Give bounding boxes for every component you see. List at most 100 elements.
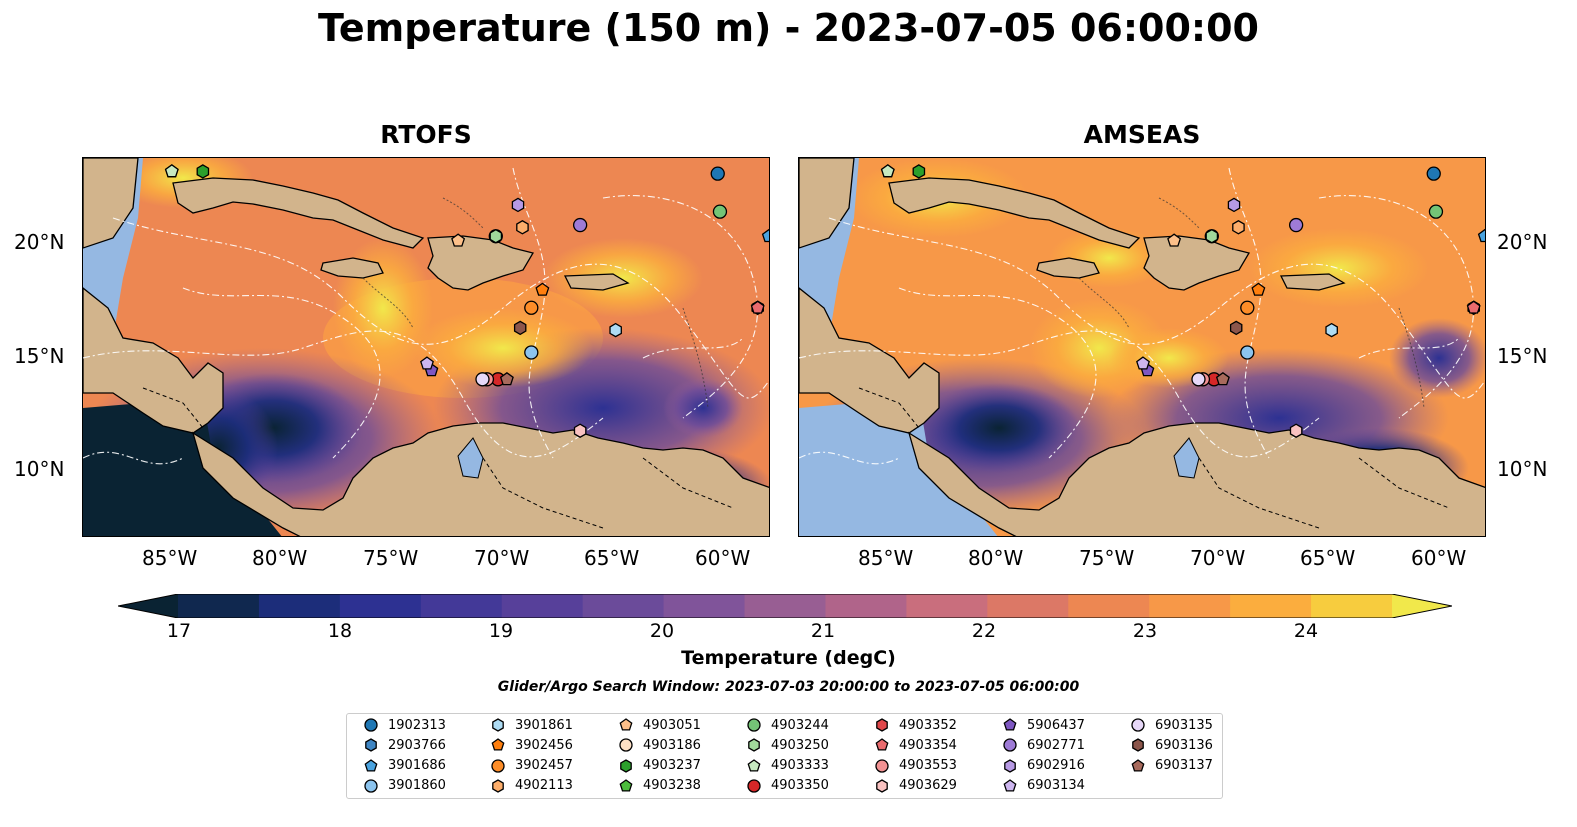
lat-tick-left-20: 20°N: [14, 230, 65, 254]
legend-label: 3901861: [515, 717, 573, 733]
legend-label: 4903244: [771, 717, 829, 733]
legend-item-4903350: 4903350: [746, 776, 829, 796]
colorbar-segment: [178, 594, 260, 618]
lat-tick-right-15: 15°N: [1497, 344, 1548, 368]
legend-label: 4903237: [643, 758, 701, 774]
observation-marker-6903134: [420, 356, 434, 370]
colorbar-tick-19: 19: [488, 620, 514, 642]
legend-label: 3901860: [388, 778, 446, 794]
observation-marker-3901860: [524, 345, 539, 360]
legend-marker-hexagon: [876, 718, 888, 732]
lon-tick-p1-80: 80°W: [252, 546, 308, 570]
observation-marker-6902916: [511, 197, 525, 213]
observation-marker-6903137: [499, 371, 514, 386]
legend-label: 5906437: [1027, 717, 1085, 733]
legend-marker-pentagon: [1003, 779, 1017, 792]
legend-item-4903237: 4903237: [618, 756, 701, 776]
legend-marker-pentagon: [491, 738, 505, 751]
legend-marker-pentagon: [1003, 718, 1017, 731]
legend-item-4903354: 4903354: [874, 735, 957, 755]
observation-marker-6902916: [1227, 197, 1241, 213]
colorbar-tick-21: 21: [810, 620, 836, 642]
legend-marker-circle: [1131, 718, 1145, 732]
observation-marker-3902457: [1240, 300, 1255, 315]
observation-marker-4903354: [750, 300, 765, 314]
observation-marker-4903629: [573, 423, 587, 438]
legend-label: 4903352: [899, 717, 957, 733]
lat-tick-left-15: 15°N: [14, 344, 65, 368]
colorbar-tick-20: 20: [649, 620, 675, 642]
legend-marker-circle: [364, 779, 378, 793]
legend-item-6903137: 6903137: [1130, 756, 1213, 776]
colorbar-extend-max: [1392, 594, 1452, 618]
colorbar-segment: [339, 594, 422, 618]
legend-item-3902457: 3902457: [490, 756, 573, 776]
legend-label: 4903333: [771, 758, 829, 774]
colorbar-segment: [744, 594, 826, 618]
observation-marker-6903137: [1215, 371, 1230, 386]
map-panel-rtofs[interactable]: [82, 157, 770, 537]
legend-marker-hexagon: [876, 779, 888, 793]
observation-marker-4903250: [1205, 228, 1219, 244]
observation-marker-1902313: [710, 166, 725, 181]
legend-label: 4903350: [771, 778, 829, 794]
legend-marker-pentagon: [364, 758, 378, 772]
colorbar: [118, 594, 1452, 618]
legend-item-4903352: 4903352: [874, 715, 957, 735]
observation-marker-4903244: [712, 204, 728, 219]
legend-item-3901861: 3901861: [490, 715, 573, 735]
legend-marker-circle: [491, 758, 505, 773]
legend-marker-pentagon: [1131, 758, 1145, 772]
colorbar-tick-17: 17: [166, 620, 192, 642]
colorbar-segment: [420, 594, 503, 618]
legend-label: 3902457: [515, 758, 573, 774]
legend-item-6903135: 6903135: [1130, 715, 1213, 735]
legend-label: 4903553: [899, 758, 957, 774]
observation-marker-6903136: [513, 320, 527, 336]
observation-marker-4903629: [1289, 423, 1303, 438]
legend-marker-hexagon: [1004, 758, 1016, 773]
legend-item-4903333: 4903333: [746, 756, 829, 776]
observation-marker-3901861: [609, 322, 622, 338]
legend-label: 4903250: [771, 737, 829, 753]
observation-marker-3901686: [1477, 228, 1485, 243]
legend-marker-circle: [619, 738, 633, 752]
legend-item-3901860: 3901860: [363, 776, 446, 796]
lon-tick-p1-65: 65°W: [584, 546, 640, 570]
legend-item-1902313: 1902313: [363, 715, 446, 735]
observation-marker-6903136: [1229, 320, 1243, 336]
legend-item-3901686: 3901686: [363, 756, 446, 776]
observation-marker-3901860: [1240, 345, 1255, 360]
observation-marker-4903244: [1428, 204, 1444, 219]
observation-marker-4903237: [196, 164, 210, 179]
observation-markers-amseas: [880, 164, 1485, 438]
legend-label: 3902456: [515, 737, 573, 753]
observation-marker-4902113: [1232, 220, 1245, 235]
legend-marker-hexagon: [620, 758, 632, 773]
legend-label: 6903136: [1155, 737, 1213, 753]
lat-tick-right-10: 10°N: [1497, 457, 1548, 481]
legend-item-4902113: 4902113: [490, 776, 573, 796]
legend-marker-hexagon: [365, 738, 377, 753]
observation-markers-rtofs: [164, 164, 769, 438]
lat-tick-right-20: 20°N: [1497, 230, 1548, 254]
observation-marker-1902313: [1426, 166, 1441, 181]
legend-marker-circle: [364, 718, 378, 732]
legend-label: 6903134: [1027, 778, 1085, 794]
colorbar-segment: [987, 594, 1069, 618]
legend-marker-circle: [875, 758, 889, 773]
legend-item-6902916: 6902916: [1002, 756, 1085, 776]
colorbar-segment: [906, 594, 988, 618]
legend-label: 6903137: [1155, 758, 1213, 774]
legend-marker-pentagon: [875, 738, 889, 751]
map-panel-amseas[interactable]: [798, 157, 1486, 537]
legend-label: 4902113: [515, 778, 573, 794]
legend-item-4903250: 4903250: [746, 735, 829, 755]
colorbar-tick-23: 23: [1132, 620, 1158, 642]
observation-marker-4902113: [516, 220, 529, 235]
lon-tick-p2-70: 70°W: [1190, 546, 1246, 570]
lon-tick-p1-70: 70°W: [474, 546, 530, 570]
legend-label: 3901686: [388, 758, 446, 774]
legend-label: 1902313: [388, 717, 446, 733]
legend-marker-pentagon: [619, 779, 633, 792]
